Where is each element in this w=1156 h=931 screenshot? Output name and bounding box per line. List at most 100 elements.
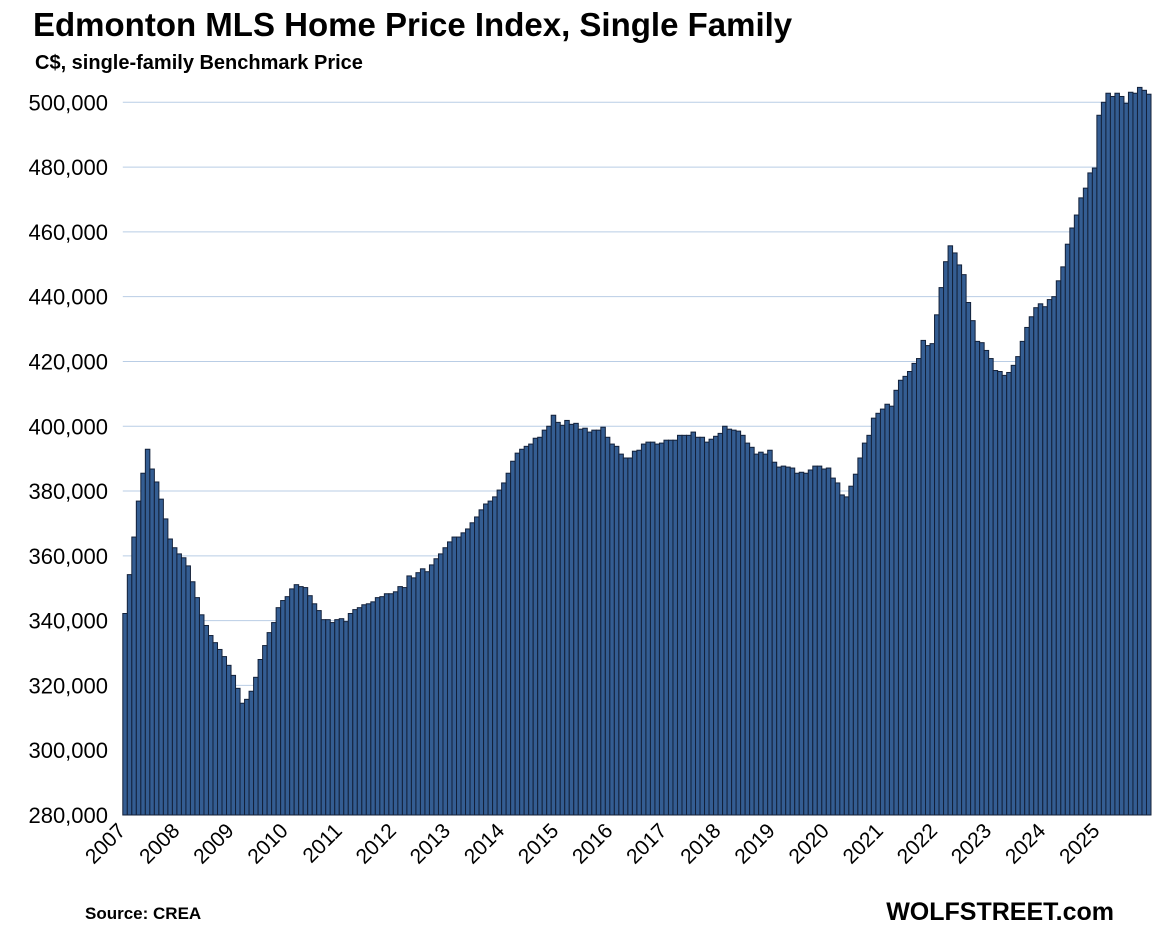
bar	[428, 564, 435, 816]
bar	[803, 472, 809, 816]
x-tick-label: 2024	[1001, 819, 1051, 869]
bar	[271, 622, 277, 816]
bar	[338, 618, 345, 816]
bar	[433, 558, 439, 816]
bar	[695, 436, 701, 816]
bar	[970, 320, 976, 816]
bar	[1127, 91, 1134, 816]
bar	[681, 434, 688, 816]
bar	[658, 442, 665, 816]
bar	[834, 482, 841, 816]
bar	[559, 424, 566, 816]
bar	[713, 435, 719, 816]
bar	[965, 302, 972, 816]
bar	[1082, 187, 1089, 816]
bar	[510, 460, 516, 816]
bar	[821, 468, 827, 816]
bar	[185, 565, 191, 816]
bar	[870, 417, 877, 816]
bar	[1109, 95, 1116, 816]
bar	[1042, 306, 1048, 816]
bar	[577, 428, 584, 816]
bar	[388, 593, 394, 816]
bar	[302, 587, 309, 816]
bar	[239, 702, 246, 816]
bar	[631, 450, 638, 816]
bar	[726, 428, 733, 816]
bar	[1118, 95, 1125, 816]
bar	[654, 443, 660, 816]
bar	[289, 588, 295, 816]
x-tick-label: 2011	[299, 819, 347, 867]
bar	[929, 343, 936, 816]
bar	[131, 536, 137, 816]
x-tick-label: 2020	[785, 819, 834, 868]
bar	[401, 587, 408, 816]
y-tick-label: 500,000	[28, 90, 108, 115]
bar	[284, 596, 291, 816]
bar	[636, 449, 642, 816]
bar	[135, 500, 142, 816]
bar	[767, 449, 773, 816]
bar	[897, 379, 904, 816]
bar	[478, 509, 485, 816]
bar	[879, 408, 886, 816]
bar	[717, 432, 724, 816]
bar	[198, 614, 205, 816]
chart-title: Edmonton MLS Home Price Index, Single Fa…	[33, 6, 793, 43]
bar	[325, 619, 331, 816]
bar	[676, 434, 683, 816]
bar	[446, 541, 453, 816]
bar	[938, 287, 945, 816]
bar	[514, 452, 521, 816]
bar	[1141, 89, 1147, 816]
x-tick-label: 2017	[622, 819, 671, 868]
bar	[262, 645, 268, 816]
bar	[153, 481, 160, 816]
bar	[1087, 172, 1093, 816]
x-tick-label: 2009	[189, 819, 238, 868]
bar	[329, 622, 336, 816]
bar	[699, 436, 706, 816]
bar	[203, 624, 209, 816]
bar	[1145, 93, 1152, 816]
bar	[356, 607, 363, 816]
bar	[600, 426, 606, 816]
bar	[541, 429, 548, 816]
bar	[906, 371, 913, 816]
x-tick-label: 2016	[568, 819, 617, 868]
bar	[280, 600, 286, 816]
bar	[920, 339, 927, 816]
bar	[1046, 299, 1053, 816]
y-tick-label: 440,000	[28, 285, 108, 310]
bar	[158, 498, 164, 816]
bar	[194, 597, 200, 816]
bar	[893, 389, 899, 816]
bar	[550, 414, 557, 816]
bar	[532, 437, 539, 816]
bar	[997, 371, 1003, 816]
bar	[1064, 243, 1071, 816]
y-tick-label: 280,000	[28, 803, 108, 828]
x-tick-label: 2021	[839, 819, 888, 868]
bar	[189, 581, 196, 816]
bar	[437, 553, 444, 816]
bar	[275, 607, 282, 816]
bar	[1033, 307, 1039, 816]
bar	[1091, 167, 1098, 816]
bar	[686, 434, 692, 816]
bar	[1006, 371, 1012, 816]
bar	[749, 446, 755, 816]
bar	[794, 472, 800, 816]
bar	[609, 443, 615, 816]
bar	[613, 445, 620, 816]
y-tick-label: 340,000	[28, 609, 108, 634]
bar	[1073, 214, 1080, 816]
bar	[861, 442, 868, 816]
bar	[126, 574, 133, 816]
bar	[162, 518, 169, 816]
bar	[573, 422, 579, 816]
bar	[843, 496, 850, 816]
bar	[298, 586, 304, 816]
bar	[442, 547, 448, 816]
